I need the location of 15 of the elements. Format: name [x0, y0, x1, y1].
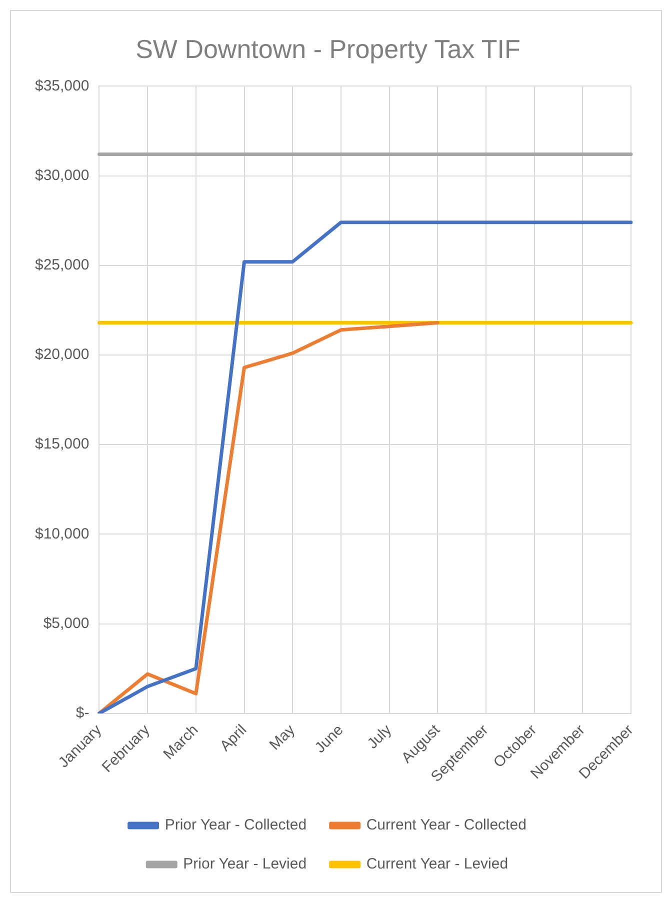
- y-tick-label: $35,000: [34, 77, 90, 94]
- y-tick-label: $10,000: [34, 525, 90, 542]
- y-tick-label: $25,000: [34, 256, 90, 274]
- x-tick-label: July: [364, 721, 396, 752]
- y-tick-label: $30,000: [34, 166, 90, 184]
- y-tick-label: $20,000: [34, 346, 90, 364]
- y-tick-label: $-: [76, 704, 90, 722]
- legend-label: Current Year - Levied: [366, 856, 508, 873]
- legend-label: Current Year - Collected: [366, 816, 526, 834]
- legend-label: Prior Year - Collected: [164, 816, 307, 834]
- chart-title: SW Downtown - Property Tax TIF: [136, 34, 520, 64]
- y-tick-label: $15,000: [34, 436, 90, 453]
- x-tick-label: May: [266, 721, 299, 754]
- legend-label: Prior Year - Levied: [183, 856, 307, 873]
- y-tick-label: $5,000: [43, 614, 90, 632]
